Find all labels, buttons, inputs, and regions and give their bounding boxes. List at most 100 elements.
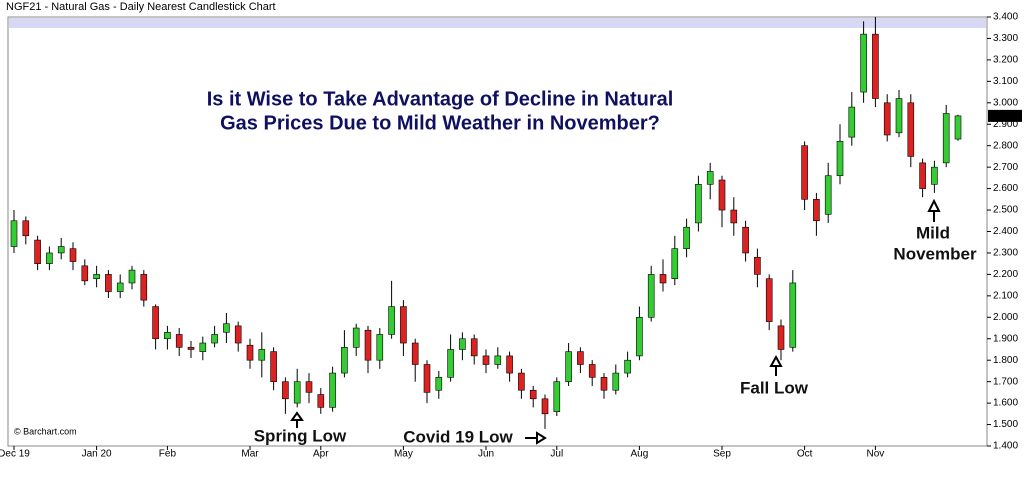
candle-body xyxy=(187,347,195,350)
candle-body xyxy=(435,377,443,391)
candle-body xyxy=(730,209,738,224)
candle-body xyxy=(34,239,41,264)
candle-body xyxy=(671,248,679,279)
candle-body xyxy=(541,398,549,415)
y-tick-label: 2.300 xyxy=(993,248,1018,259)
candle-body xyxy=(376,334,384,361)
candle-body xyxy=(352,327,360,348)
x-tick-label: Dec 19 xyxy=(0,449,30,460)
candle-body xyxy=(860,33,867,93)
headline: Is it Wise to Take Advantage of Decline … xyxy=(207,88,674,110)
y-tick-label: 3.400 xyxy=(993,12,1018,23)
candle-body xyxy=(588,364,596,378)
candle-body xyxy=(341,347,348,374)
arrows xyxy=(290,198,941,445)
candle-body xyxy=(742,226,749,254)
price-marker xyxy=(988,109,1022,122)
x-tick-label: Oct xyxy=(797,449,813,460)
candle-body xyxy=(942,113,950,164)
candle-body xyxy=(105,274,112,292)
candle-body xyxy=(46,252,53,264)
candle-body xyxy=(624,359,631,374)
x-tick-label: Apr xyxy=(313,449,329,460)
x-tick-label: Mar xyxy=(241,449,259,460)
x-tick-label: Sep xyxy=(713,449,731,460)
candle-body xyxy=(765,278,773,322)
candle-body xyxy=(128,269,136,284)
candle-body xyxy=(801,145,808,200)
y-tick-label: 2.700 xyxy=(993,162,1018,173)
x-tick-label: May xyxy=(394,449,413,460)
candle-body xyxy=(659,274,667,284)
candle-body xyxy=(211,334,218,344)
candle-body xyxy=(470,338,478,357)
candle-body xyxy=(140,274,148,301)
candle-body xyxy=(423,364,431,393)
candle-body xyxy=(270,351,277,382)
y-tick-label: 2.600 xyxy=(993,183,1018,194)
y-tick-label: 1.700 xyxy=(993,376,1018,387)
candle-body xyxy=(234,325,242,344)
candle-body xyxy=(93,274,100,279)
candle-body xyxy=(577,351,584,365)
candle-body xyxy=(164,332,171,340)
candle-body xyxy=(824,175,832,215)
candle-body xyxy=(789,282,797,348)
candle-body xyxy=(293,381,301,404)
x-tick-label: Nov xyxy=(867,449,885,460)
candle-body xyxy=(246,344,254,361)
y-tick-label: 1.900 xyxy=(993,333,1018,344)
y-tick-label: 3.000 xyxy=(993,97,1018,108)
candle-body xyxy=(907,102,915,157)
candle-body xyxy=(305,381,313,393)
candle-body xyxy=(553,381,561,412)
y-tick-label: 3.100 xyxy=(993,76,1018,87)
candle-body xyxy=(600,377,608,391)
x-tick-label: Jul xyxy=(550,449,563,460)
candle-body xyxy=(836,141,844,177)
candle-body xyxy=(683,226,690,249)
x-tick-label: Aug xyxy=(631,449,649,460)
candle-body xyxy=(22,220,30,237)
x-tick-label: Jun xyxy=(478,449,494,460)
candle-body xyxy=(81,265,89,282)
y-tick-label: 2.800 xyxy=(993,140,1018,151)
candle-body xyxy=(400,306,407,344)
candle-body xyxy=(706,171,714,185)
y-tick-label: 1.500 xyxy=(993,419,1018,430)
candle-body xyxy=(152,306,159,340)
candle-body xyxy=(447,349,454,378)
candle-body xyxy=(69,248,77,262)
chart-title: NGF21 - Natural Gas - Daily Nearest Cand… xyxy=(6,1,276,13)
y-tick-label: 1.600 xyxy=(993,398,1018,409)
candle-body xyxy=(529,389,537,400)
candle-body xyxy=(612,372,620,391)
candle-body xyxy=(919,162,926,189)
arrow xyxy=(290,411,304,428)
candle-body xyxy=(329,372,336,408)
candle-body xyxy=(317,394,325,408)
y-tick-label: 2.100 xyxy=(993,290,1018,301)
candle-body xyxy=(931,166,938,185)
candle-body xyxy=(57,246,65,254)
candle-body xyxy=(954,115,962,140)
x-tick-label: Feb xyxy=(159,449,177,460)
candle-body xyxy=(636,316,643,357)
arrow xyxy=(525,431,547,445)
candle-body xyxy=(116,282,124,292)
candle-body xyxy=(388,306,395,335)
y-tick-label: 1.400 xyxy=(993,441,1018,452)
annotation: Fall Low xyxy=(740,378,809,397)
candle-body xyxy=(459,338,466,350)
source: © Barchart.com xyxy=(14,426,77,436)
candle-body xyxy=(518,372,525,391)
annotation: Spring Low xyxy=(254,426,347,445)
range-band xyxy=(9,18,986,28)
annotation: Mild xyxy=(916,223,950,242)
candle-body xyxy=(506,355,513,374)
candle-body xyxy=(199,342,207,352)
annotation: November xyxy=(893,244,977,263)
y-tick-label: 2.500 xyxy=(993,205,1018,216)
x-tick-label: Jan 20 xyxy=(82,449,112,460)
